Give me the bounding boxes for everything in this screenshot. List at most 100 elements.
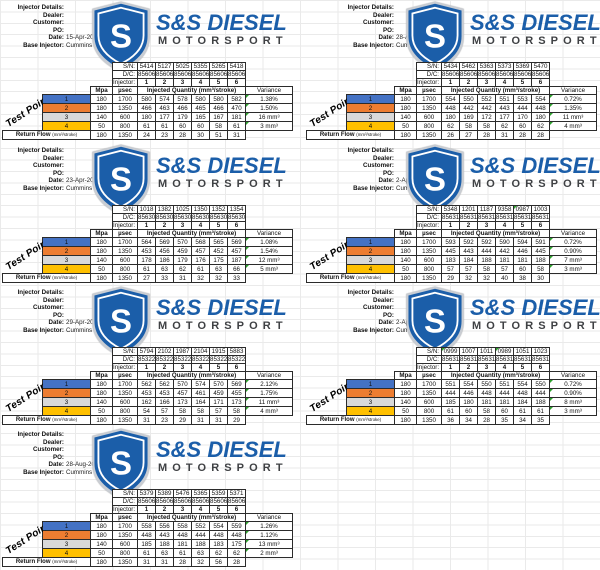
mpa-header: Mpa xyxy=(89,86,114,95)
quantity-value: 58 xyxy=(209,121,229,131)
dealer-value xyxy=(64,439,66,447)
quantity-value: 175 xyxy=(227,539,247,549)
quantity-value: 553 xyxy=(513,94,533,104)
quantity-value: 466 xyxy=(209,103,229,113)
injected-quantity-header: Injected Quantity (mm³/stroke) xyxy=(137,513,247,522)
brand-name-top: S&S DIESEL xyxy=(470,295,600,320)
quantity-value: 181 xyxy=(513,255,533,265)
sn-label: S/N: xyxy=(416,205,443,214)
test-point-row-4: 4 50 800 54 57 58 58 57 58 4 mm³ xyxy=(3,406,294,416)
injector-number: 5 xyxy=(513,221,533,230)
date-label: Date: xyxy=(378,34,394,42)
return-flow-value: 32 xyxy=(459,273,479,283)
dc-row: D/C: 85606 85606 85606 85606 85606 85606 xyxy=(307,70,597,79)
customer-row: Customer: xyxy=(332,304,482,312)
return-flow-value: 34 xyxy=(513,415,533,425)
dc-value: 85631 xyxy=(513,213,533,222)
sn-value: 5127 xyxy=(155,62,175,71)
sn-value: 1018 xyxy=(137,205,157,214)
sn-label: S/N: xyxy=(112,205,139,214)
customer-label: Customer: xyxy=(363,19,394,27)
quantity-value: 590 xyxy=(495,237,515,247)
return-flow-value: 31 xyxy=(137,557,157,567)
quantity-value: 176 xyxy=(191,255,211,265)
sn-value: 5418 xyxy=(227,62,247,71)
mpa-header: Mpa xyxy=(89,229,114,238)
dc-label: D/C: xyxy=(112,70,139,79)
base-injector-label: Base Injector: xyxy=(23,326,64,334)
return-flow-value: 32 xyxy=(191,273,211,283)
usec-value: 1700 xyxy=(416,94,443,104)
usec-value: 1350 xyxy=(112,246,139,256)
quantity-value: 570 xyxy=(173,379,193,389)
injector-report-card: Injector Details: Dealer: Customer: PO: … xyxy=(0,285,300,427)
injector-number: 1 xyxy=(137,78,157,87)
dealer-row: Dealer: xyxy=(2,439,152,447)
test-point-row-1: Test Point 1 180 1700 558 556 558 552 55… xyxy=(3,521,294,557)
dc-label: D/C: xyxy=(112,497,139,506)
injector-report-card: Injector Details: Dealer: Customer: PO: … xyxy=(300,0,600,142)
mpa-value: 140 xyxy=(89,397,114,407)
test-point-label-cell: Test Point xyxy=(307,379,356,416)
return-flow-row: Return Flow (mm³/stroke) 180 1350 29 32 … xyxy=(306,273,597,283)
quantity-value: 448 xyxy=(513,388,533,398)
return-flow-unit: (mm³/stroke) xyxy=(52,417,78,422)
details-title: Injector Details: xyxy=(347,4,394,11)
shield-monogram: S xyxy=(110,17,132,54)
brand-logo: S S&S DIESEL MOTORSPORT xyxy=(404,0,600,73)
dc-row: D/C: 85630 85630 85630 85630 85630 85630 xyxy=(3,213,293,222)
sn-value: 2104 xyxy=(191,347,211,356)
test-point-3-swatch: 3 xyxy=(346,112,395,122)
usec-value: 600 xyxy=(416,397,443,407)
test-point-label-cell: Test Point xyxy=(307,237,356,274)
return-flow-value: 27 xyxy=(459,130,479,140)
quantity-value: 60 xyxy=(173,121,193,131)
quantity-value: 453 xyxy=(137,388,157,398)
variance-header: Variance xyxy=(245,86,294,95)
quantity-value: 466 xyxy=(173,103,193,113)
quantity-value: 463 xyxy=(155,103,175,113)
quantity-value: 550 xyxy=(459,94,479,104)
customer-value xyxy=(64,162,66,170)
date-label: Date: xyxy=(48,177,64,185)
brand-wordmark: S&S DIESEL MOTORSPORT xyxy=(470,295,600,333)
return-flow-row: Return Flow (mm³/stroke) 180 1350 24 23 … xyxy=(2,130,293,140)
usec-value: 800 xyxy=(416,406,443,416)
dc-value: 85606 xyxy=(209,497,229,506)
test-point-label-cell: Test Point xyxy=(307,94,356,131)
usec-value: 1350 xyxy=(112,415,139,425)
injector-number: 1 xyxy=(137,221,157,230)
variance-value: 3 mm³ xyxy=(549,264,598,274)
po-value xyxy=(64,454,66,462)
sn-value: 5363 xyxy=(477,62,497,71)
quantity-value: 187 xyxy=(227,255,247,265)
shield-logo-icon: S xyxy=(92,286,150,358)
variance-value: 1.54% xyxy=(245,246,294,256)
quantity-value: 180 xyxy=(459,397,479,407)
dc-value: 85322 xyxy=(209,355,229,364)
po-label: PO: xyxy=(382,169,394,177)
injector-number: 2 xyxy=(155,505,175,514)
quantity-value: 60 xyxy=(459,406,479,416)
quantity-value: 54 xyxy=(137,406,157,416)
brand-name-bottom: MOTORSPORT xyxy=(472,35,600,47)
injected-quantity-header: Injected Quantity (mm³/stroke) xyxy=(137,86,247,95)
injector-number: 1 xyxy=(441,78,461,87)
injector-number: 5 xyxy=(209,78,229,87)
dc-row: D/C: 85322 85322 85322 85322 85322 85322 xyxy=(3,355,293,364)
mpa-value: 180 xyxy=(393,130,418,140)
dc-label: D/C: xyxy=(416,355,443,364)
quantity-value: 57 xyxy=(441,264,461,274)
variance-header: Variance xyxy=(245,371,294,380)
dc-value: 85606 xyxy=(441,70,461,79)
dc-value: 85631 xyxy=(513,355,533,364)
customer-label: Customer: xyxy=(33,304,64,312)
quantity-value: 562 xyxy=(137,379,157,389)
sn-value: 1201 xyxy=(459,205,479,214)
po-label: PO: xyxy=(52,26,64,34)
dc-value: 85606 xyxy=(173,497,193,506)
quantity-value: 578 xyxy=(173,94,193,104)
mpa-value: 180 xyxy=(393,273,418,283)
injector-number: 3 xyxy=(173,221,193,230)
injector-label: Injector: xyxy=(112,363,139,372)
